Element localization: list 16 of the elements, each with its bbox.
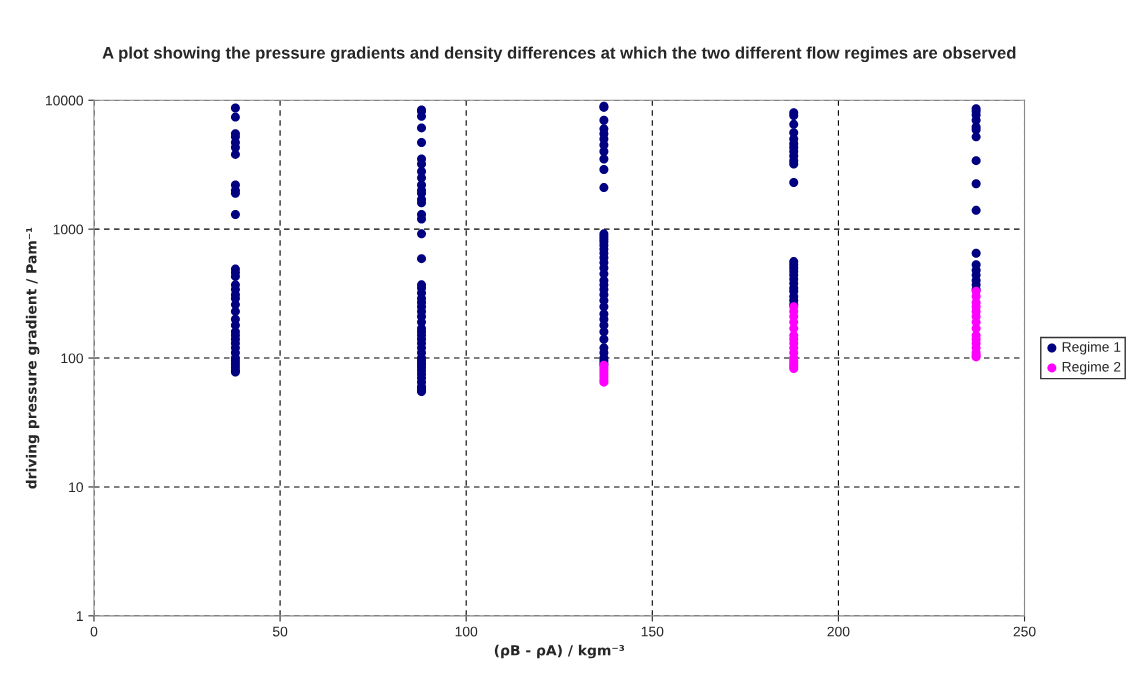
x-tick-label: 50 bbox=[272, 626, 288, 637]
x-tick-label: 150 bbox=[641, 626, 664, 637]
x-axis-title: (ρB - ρA) / kgm⁻³ bbox=[494, 644, 625, 659]
y-tick-label: 1 bbox=[76, 611, 83, 621]
x-tick-label: 100 bbox=[455, 626, 478, 637]
y-tick-label: 100 bbox=[61, 353, 84, 364]
legend-label: Regime 2 bbox=[1062, 361, 1121, 375]
y-tick-label: 1000 bbox=[53, 224, 84, 235]
y-tick-label: 10 bbox=[69, 482, 84, 493]
x-tick-label: 0 bbox=[90, 626, 98, 637]
y-axis-title: driving pressure gradient / Pam⁻¹ bbox=[25, 227, 40, 489]
chart-title: A plot showing the pressure gradients and density differences at which the two different flow regimes are observed bbox=[102, 46, 1016, 63]
legend-label: Regime 1 bbox=[1062, 341, 1121, 355]
x-tick-label: 250 bbox=[1013, 626, 1036, 637]
y-tick-label: 10000 bbox=[46, 95, 84, 106]
x-tick-label: 200 bbox=[827, 626, 850, 637]
